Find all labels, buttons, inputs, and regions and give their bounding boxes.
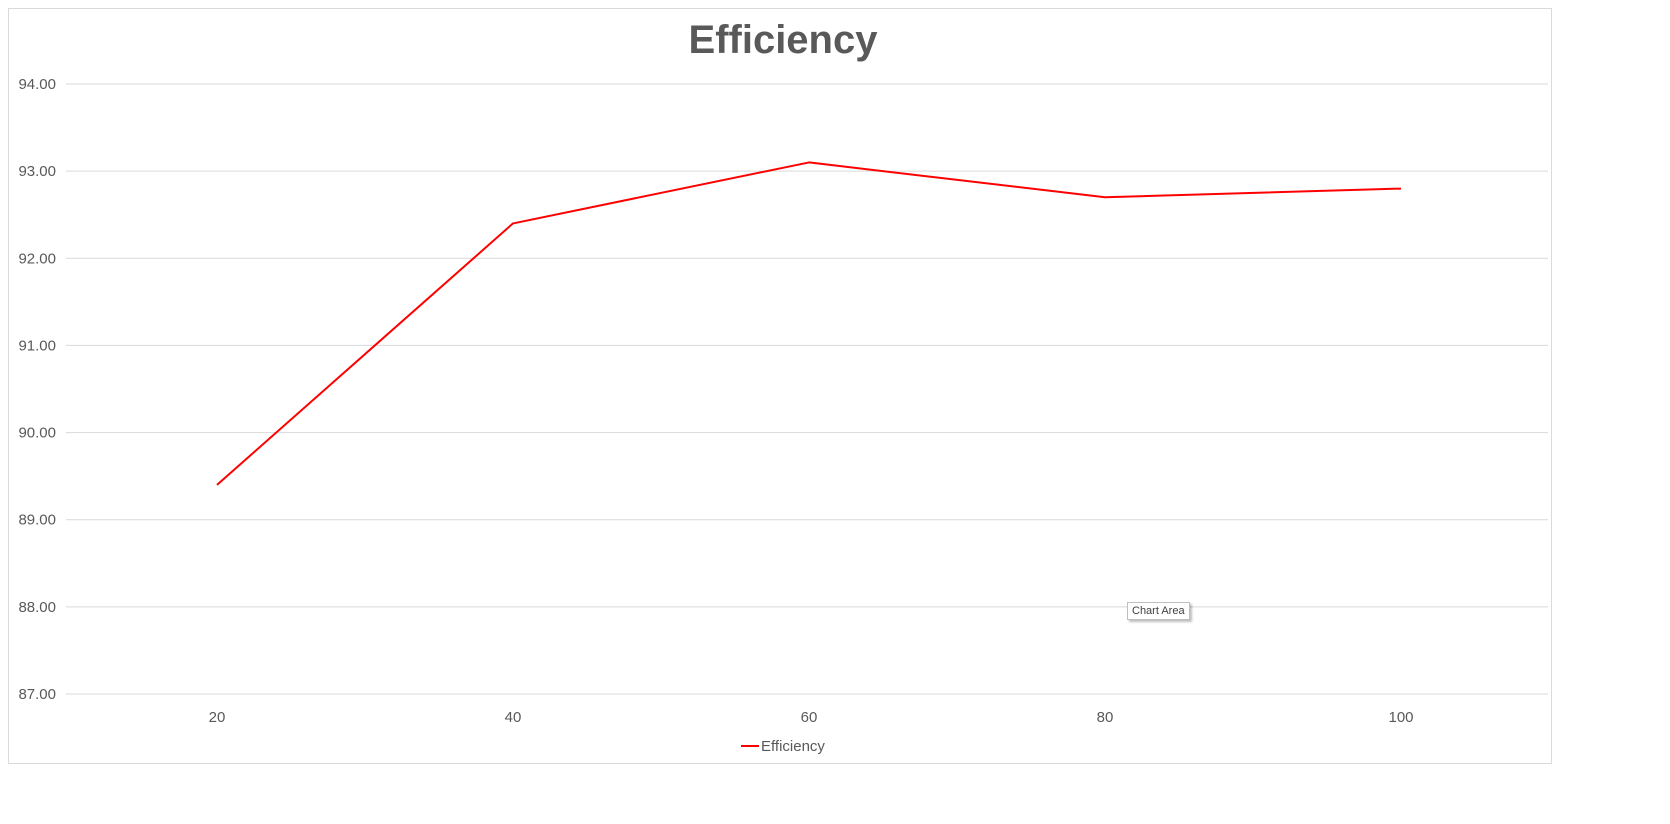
y-tick-label: 87.00 xyxy=(18,686,56,703)
y-axis-ticks: 87.00 88.00 89.00 90.00 91.00 92.00 93.00 94.00 xyxy=(18,76,56,703)
y-tick-label: 88.00 xyxy=(18,599,56,616)
series-lines[interactable] xyxy=(216,161,1402,486)
x-axis-ticks: 20 40 60 80 100 xyxy=(209,709,1414,726)
y-tick-label: 89.00 xyxy=(18,512,56,529)
y-tick-label: 91.00 xyxy=(18,337,56,354)
y-tick-label: 90.00 xyxy=(18,425,56,442)
chart-title: Efficiency xyxy=(688,18,878,62)
series-line-0[interactable] xyxy=(216,161,1402,486)
legend-label: Efficiency xyxy=(761,738,825,755)
y-tick-label: 92.00 xyxy=(18,250,56,267)
x-tick-label: 20 xyxy=(209,709,226,726)
x-tick-label: 80 xyxy=(1097,709,1114,726)
x-tick-label: 60 xyxy=(801,709,818,726)
gridlines xyxy=(66,83,1548,695)
chart-area-tooltip: Chart Area xyxy=(1127,602,1190,620)
legend[interactable]: Efficiency xyxy=(741,738,825,755)
y-tick-label: 93.00 xyxy=(18,163,56,180)
x-tick-label: 40 xyxy=(505,709,522,726)
chart-area[interactable] xyxy=(8,8,1552,764)
y-tick-label: 94.00 xyxy=(18,76,56,93)
x-tick-label: 100 xyxy=(1388,709,1413,726)
